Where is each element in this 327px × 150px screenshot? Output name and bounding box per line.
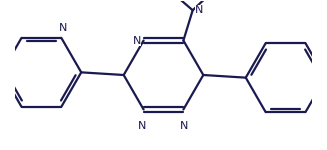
Text: N: N (59, 22, 68, 33)
Text: N: N (138, 121, 147, 131)
Text: N: N (180, 121, 189, 131)
Text: N: N (195, 5, 204, 15)
Text: N: N (132, 36, 141, 46)
